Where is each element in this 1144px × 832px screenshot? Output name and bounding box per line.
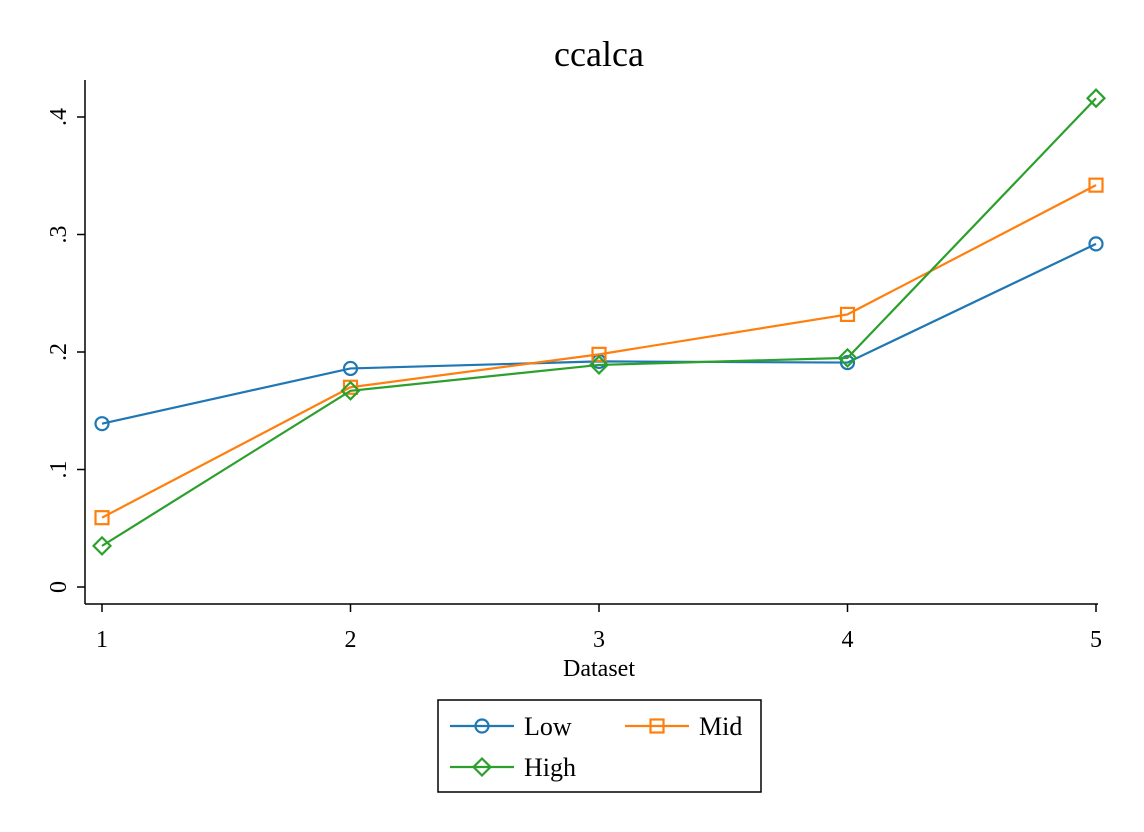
series-line-mid	[101, 184, 1097, 519]
data-point-low	[839, 354, 856, 371]
series-high	[91, 88, 1107, 556]
legend: Low Mid High	[437, 699, 762, 793]
data-point-mid	[1088, 177, 1104, 193]
series-low	[94, 236, 1104, 432]
x-axis-label: Dataset	[563, 656, 635, 682]
x-axis: 1 2 3 4 5	[85, 603, 1102, 653]
data-point-mid	[94, 510, 110, 526]
data-point-high	[1085, 88, 1107, 109]
x-tick-label: 1	[96, 627, 108, 653]
data-point-low	[342, 360, 359, 377]
x-tick-label: 2	[345, 627, 357, 653]
data-point-low	[1088, 236, 1104, 252]
x-tick-label: 3	[593, 627, 605, 653]
data-point-mid	[591, 346, 607, 362]
legend-label: Low	[524, 712, 572, 741]
legend-marker	[649, 718, 665, 734]
legend-item-high: High	[450, 753, 576, 782]
data-point-high	[91, 535, 113, 556]
x-tick-label: 5	[1090, 627, 1102, 653]
chart-title: ccalca	[554, 34, 644, 74]
y-tick-label: .2	[46, 343, 72, 361]
legend-item-low: Low	[450, 712, 572, 741]
y-tick-label: .3	[46, 226, 72, 244]
series-mid	[94, 177, 1104, 526]
y-axis: 0 .1 .2 .3 .4	[46, 80, 86, 604]
legend-label: High	[524, 753, 576, 782]
data-point-low	[94, 416, 110, 432]
data-point-mid	[839, 306, 856, 322]
data-point-high	[837, 347, 858, 368]
data-point-high	[340, 380, 361, 401]
legend-marker	[474, 718, 490, 734]
legend-label: Mid	[699, 712, 742, 741]
legend-item-mid: Mid	[625, 712, 742, 741]
plot-series	[91, 88, 1107, 556]
legend-items: Low Mid High	[450, 712, 742, 782]
y-tick-label: .1	[46, 461, 72, 479]
series-line-high	[101, 97, 1097, 547]
x-tick-label: 4	[842, 627, 854, 653]
series-line-low	[101, 242, 1097, 425]
data-point-high	[588, 354, 610, 375]
y-tick-label: .4	[46, 108, 72, 126]
legend-marker	[471, 756, 493, 778]
y-tick-label: 0	[46, 581, 72, 593]
legend-frame	[437, 699, 762, 793]
